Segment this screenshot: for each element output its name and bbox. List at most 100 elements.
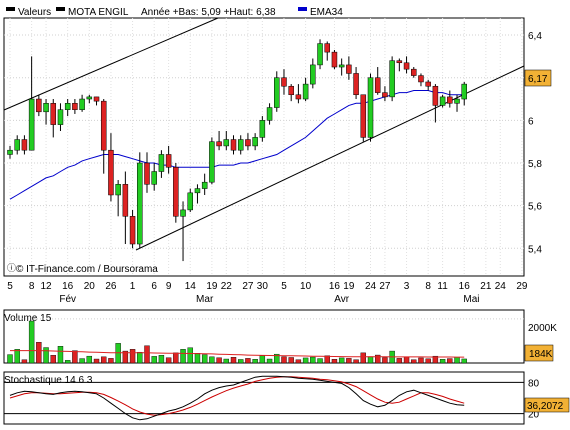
x-day-label: 6	[151, 281, 157, 292]
volume-bar	[288, 357, 294, 364]
candle-body	[338, 64, 345, 68]
candle-body	[21, 139, 28, 151]
volume-bar	[367, 356, 374, 364]
candle-body	[274, 77, 280, 108]
x-day-label: 21	[480, 281, 492, 292]
candle-body	[64, 103, 71, 110]
volume-bar	[238, 359, 244, 364]
volume-bar	[252, 359, 258, 364]
x-day-label: 5	[7, 281, 13, 292]
volume-bar	[281, 356, 287, 364]
x-day-label: 14	[185, 281, 197, 292]
volume-bar	[79, 358, 85, 364]
volume-bar	[158, 355, 165, 364]
volume-bar	[396, 358, 403, 364]
candle-body	[100, 100, 107, 151]
candle-body	[245, 139, 251, 147]
price-y-tick: 6	[528, 116, 534, 127]
price-y-tick: 5,8	[528, 159, 542, 170]
ema34-line	[9, 90, 465, 200]
candle-body	[137, 162, 143, 245]
x-day-label: 19	[206, 281, 218, 292]
volume-bar	[50, 355, 56, 364]
candle-body	[389, 60, 395, 98]
volume-bar	[165, 357, 172, 364]
candle-body	[461, 83, 467, 100]
volume-bar	[36, 342, 42, 364]
x-day-label: 10	[300, 281, 312, 292]
last-price-badge	[524, 69, 552, 87]
candle-body	[201, 181, 208, 189]
x-month-label: Avr	[334, 294, 349, 305]
volume-bar	[209, 356, 215, 364]
volume-bar	[216, 357, 222, 364]
candle-body	[144, 162, 150, 185]
candle-body	[158, 154, 165, 172]
volume-bar	[266, 358, 273, 364]
volume-bar	[230, 357, 237, 364]
volume-bar	[331, 359, 338, 364]
candle-body	[57, 109, 64, 125]
x-day-label: 26	[105, 281, 117, 292]
volume-bar	[375, 354, 381, 364]
x-month-label: Fév	[59, 294, 76, 305]
candles	[7, 39, 467, 262]
candle-body	[324, 43, 330, 53]
candle-body	[331, 51, 338, 68]
stochastic-levels	[4, 381, 524, 415]
volume-bar	[223, 358, 230, 364]
candle-body	[79, 98, 85, 110]
volume-bar	[173, 352, 179, 364]
volume-bar	[259, 355, 266, 364]
volume-bar	[454, 357, 460, 364]
volume-bar	[439, 359, 446, 364]
x-day-label: 24	[365, 281, 377, 292]
volume-bar	[201, 354, 208, 364]
candle-body	[165, 154, 172, 168]
stochastic-y-tick: 20	[528, 410, 540, 421]
stochastic-y-tick: 80	[528, 378, 540, 389]
candle-body	[360, 94, 367, 138]
candle-body	[230, 139, 237, 151]
candle-body	[252, 137, 258, 147]
candle-body	[367, 77, 374, 138]
candle-body	[223, 139, 230, 147]
candle-body	[129, 216, 136, 245]
price-y-ticks: 6,46,265,85,65,4	[528, 31, 542, 255]
volume-bar	[353, 359, 359, 364]
volume-bar	[425, 358, 431, 364]
trend-lines	[3, 17, 525, 251]
candle-body	[302, 83, 309, 100]
volume-panel-frame	[3, 309, 525, 364]
volume-bar	[187, 347, 193, 364]
legend-swatch-ema	[298, 7, 307, 11]
volume-bar	[310, 356, 316, 364]
candle-body	[288, 85, 294, 96]
candle-body	[173, 167, 179, 217]
volume-bar	[274, 353, 280, 364]
volume-bar	[411, 359, 417, 364]
legend-swatch-mota	[56, 7, 65, 11]
candle-body	[310, 64, 316, 85]
volume-y-tick: 2000K	[528, 323, 557, 334]
x-day-label: 30	[257, 281, 269, 292]
volume-last-value: 184K	[529, 349, 553, 360]
volume-bar	[7, 354, 13, 364]
candle-body	[382, 92, 388, 98]
candle-body	[36, 98, 42, 113]
x-day-label: 27	[379, 281, 391, 292]
candle-body	[403, 62, 410, 70]
volume-bar	[86, 355, 93, 364]
candle-body	[439, 96, 446, 106]
price-panel-frame	[3, 17, 525, 277]
x-day-label: 16	[62, 281, 74, 292]
x-month-labels: Fév Mar Avr Mai	[59, 294, 479, 305]
x-day-label: 22	[221, 281, 233, 292]
volume-value-badge	[524, 344, 554, 362]
volume-bar	[14, 349, 20, 364]
candle-body	[122, 184, 129, 217]
volume-moving-average	[10, 350, 465, 358]
volume-bar	[360, 352, 366, 364]
